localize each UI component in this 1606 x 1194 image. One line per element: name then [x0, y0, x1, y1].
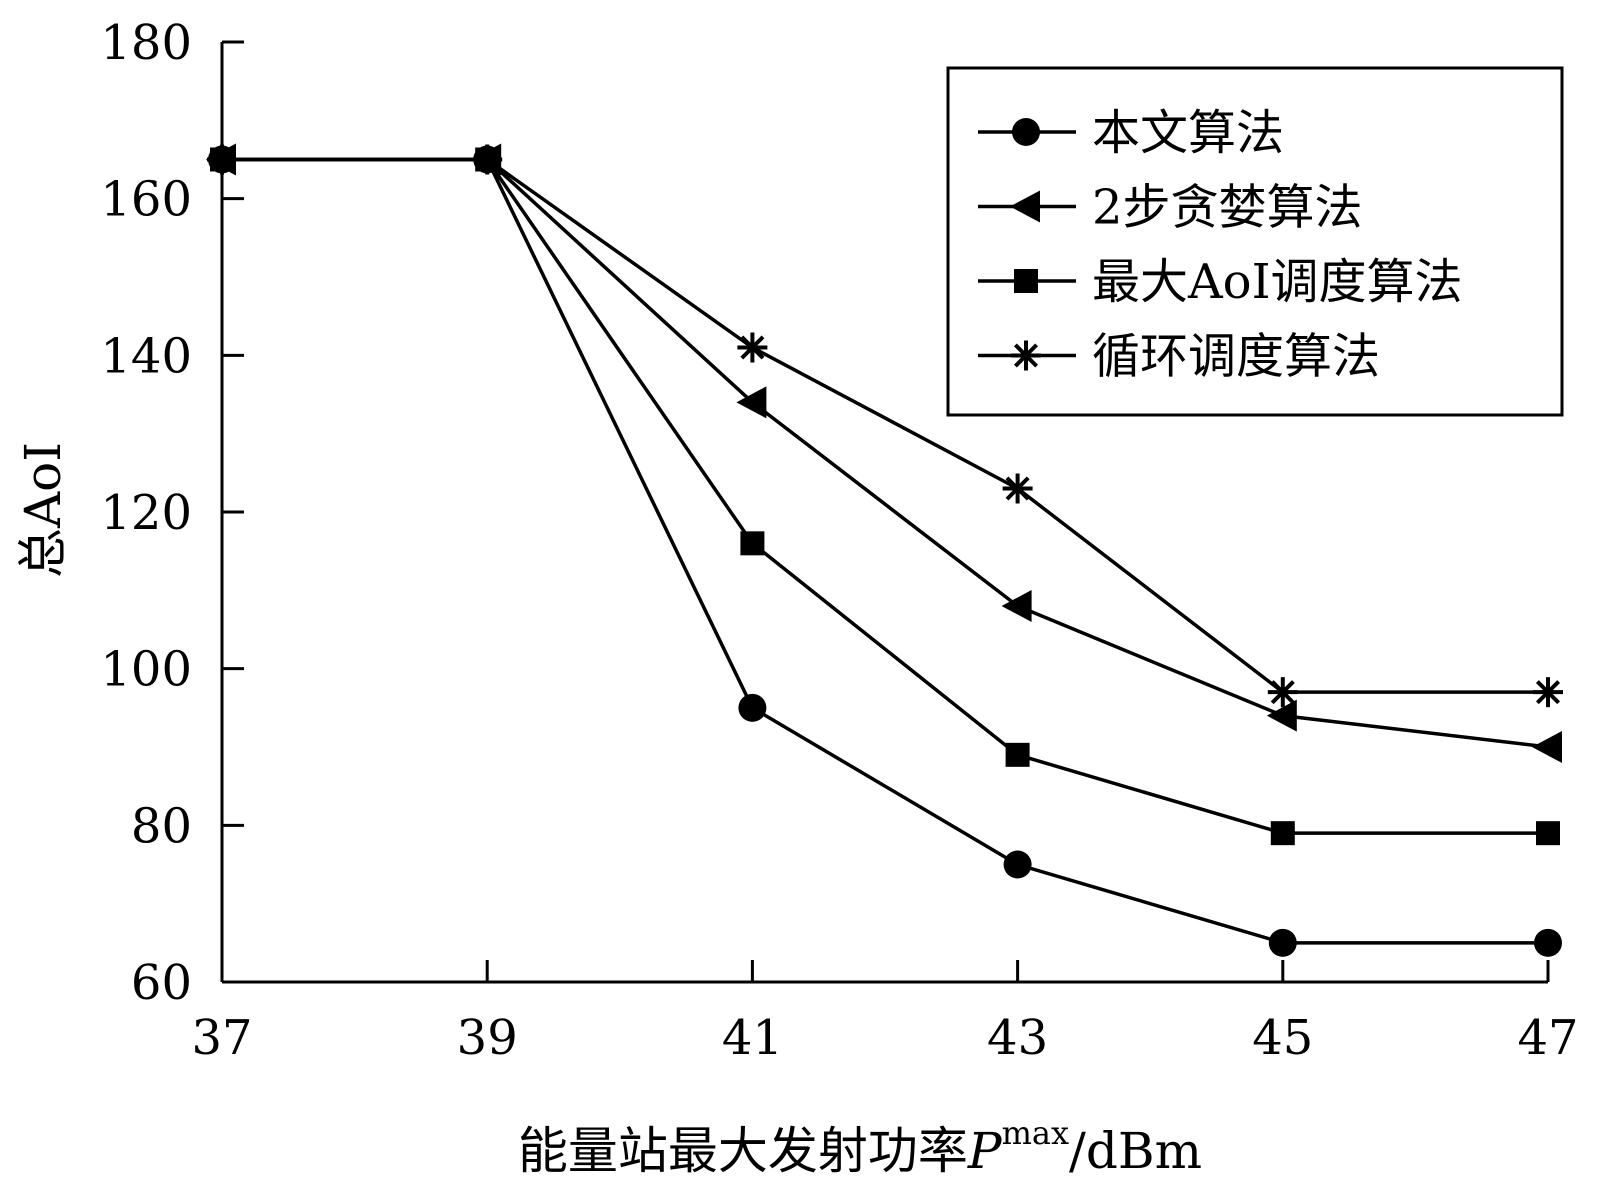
legend-entry: 2步贪婪算法	[978, 180, 1363, 236]
y-tick-label: 120	[100, 485, 192, 541]
marker-circle	[738, 693, 767, 722]
marker-asterisk	[1267, 677, 1298, 708]
x-axis-label: 能量站最大发射功率Pmax/dBm	[518, 1114, 1202, 1180]
legend-entry: 循环调度算法	[978, 329, 1380, 385]
marker-asterisk	[1002, 473, 1033, 504]
x-axis-label-symbol: P	[967, 1122, 1003, 1180]
marker-circle	[1268, 928, 1297, 957]
marker-asterisk	[1533, 677, 1563, 708]
marker-asterisk-stroke	[740, 335, 765, 360]
x-axis-label-text: 能量站最大发射功率	[518, 1122, 968, 1180]
marker-asterisk-stroke	[475, 147, 500, 172]
y-tick-label: 140	[100, 328, 192, 384]
x-tick-label: 39	[457, 1010, 518, 1066]
legend-entry: 本文算法	[978, 105, 1284, 161]
legend-label: 2步贪婪算法	[1092, 180, 1363, 236]
marker-triangle	[1010, 190, 1040, 223]
legend-entry: 最大AoI调度算法	[978, 254, 1463, 310]
marker-triangle	[1532, 731, 1562, 763]
y-tick-label: 100	[100, 642, 192, 698]
x-axis-label-superscript: max	[1002, 1114, 1069, 1152]
marker-asterisk	[1011, 340, 1041, 371]
marker-circle	[1012, 118, 1040, 146]
x-tick-label: 43	[987, 1010, 1048, 1066]
marker-square	[1536, 821, 1560, 846]
x-tick-label: 37	[191, 1010, 252, 1066]
marker-asterisk-stroke	[1005, 476, 1030, 501]
marker-square	[740, 531, 765, 556]
y-tick-label: 180	[100, 15, 192, 71]
marker-asterisk-stroke	[1270, 680, 1295, 705]
x-tick-label: 41	[722, 1010, 783, 1066]
y-tick-label: 160	[100, 172, 192, 228]
y-tick-label: 60	[131, 955, 192, 1011]
marker-square	[1014, 269, 1038, 293]
marker-asterisk	[737, 332, 768, 363]
marker-asterisk-stroke	[209, 147, 235, 172]
y-axis-label: 总AoI	[14, 442, 72, 578]
legend-label: 最大AoI调度算法	[1092, 254, 1463, 310]
x-axis-label-unit: /dBm	[1069, 1122, 1202, 1180]
marker-circle	[1003, 850, 1032, 879]
marker-circle	[1534, 928, 1562, 957]
marker-square	[1005, 742, 1030, 767]
marker-asterisk	[472, 144, 503, 175]
ticks: 60 80 100 120 140 160 180 37 39 41 43 45 47	[100, 15, 1578, 1066]
legend-label: 循环调度算法	[1092, 329, 1380, 385]
marker-asterisk-stroke	[1013, 343, 1039, 368]
series-group	[206, 143, 1563, 957]
marker-asterisk-stroke	[1535, 680, 1561, 705]
series-line	[222, 157, 1548, 694]
y-tick-label: 80	[131, 798, 192, 854]
x-tick-label: 45	[1252, 1010, 1313, 1066]
marker-triangle	[1001, 590, 1032, 622]
marker-asterisk	[207, 144, 237, 175]
marker-triangle	[736, 386, 767, 419]
x-tick-label: 47	[1517, 1010, 1578, 1066]
series-4	[207, 144, 1563, 708]
marker-square	[1270, 821, 1295, 846]
marker-triangle	[1266, 699, 1297, 732]
legend-label: 本文算法	[1092, 105, 1284, 161]
